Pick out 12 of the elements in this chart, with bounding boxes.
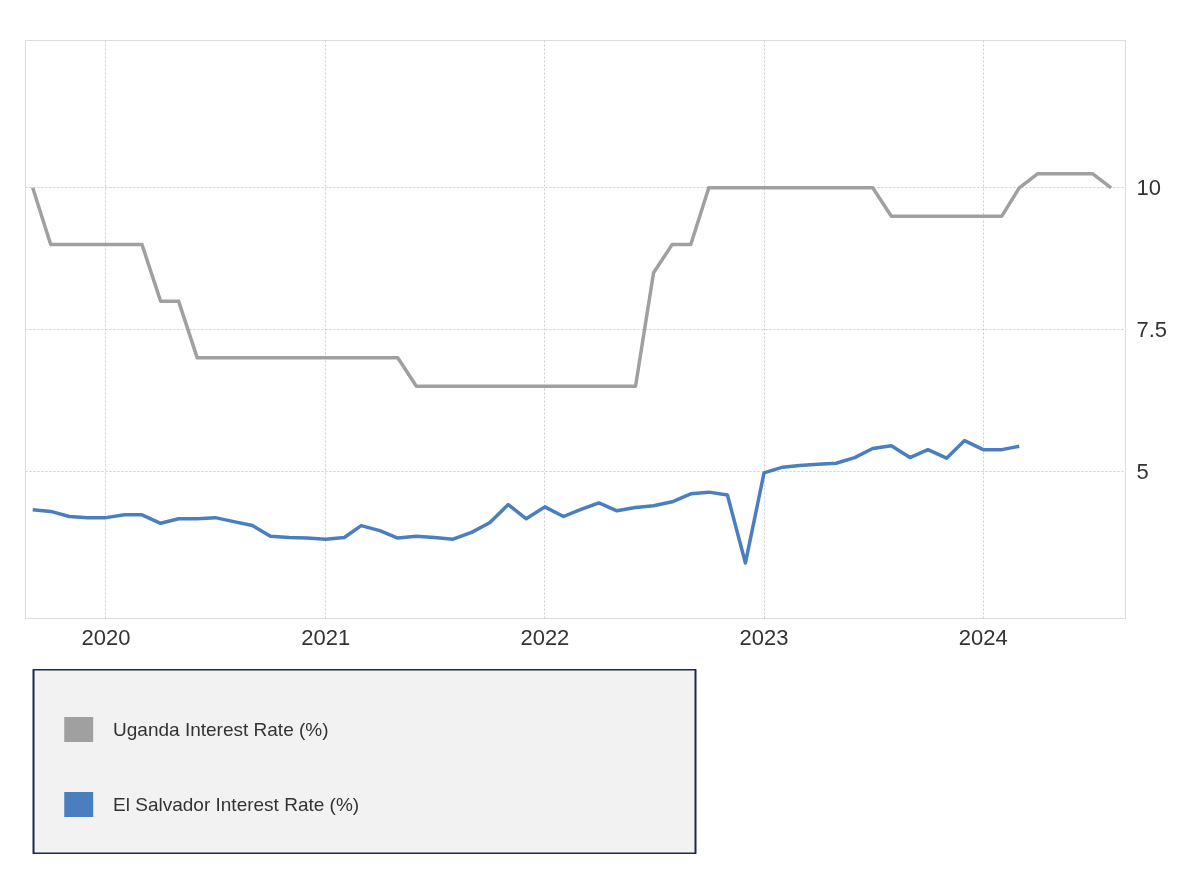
legend-label: El Salvador Interest Rate (%) — [113, 794, 360, 815]
x-tick-label: 2021 — [301, 624, 351, 650]
legend-label: Uganda Interest Rate (%) — [113, 719, 329, 740]
x-tick-label: 2024 — [958, 624, 1008, 650]
line-series — [30, 438, 1021, 565]
y-tick-label: 5 — [1136, 458, 1149, 484]
y-tick-label: 7.5 — [1136, 317, 1168, 342]
line-series — [30, 171, 1113, 388]
x-tick-label: 2020 — [81, 624, 131, 650]
x-tick-label: 2023 — [739, 624, 789, 650]
y-tick-label: 10 — [1136, 175, 1161, 201]
x-tick-label: 2022 — [520, 624, 570, 650]
